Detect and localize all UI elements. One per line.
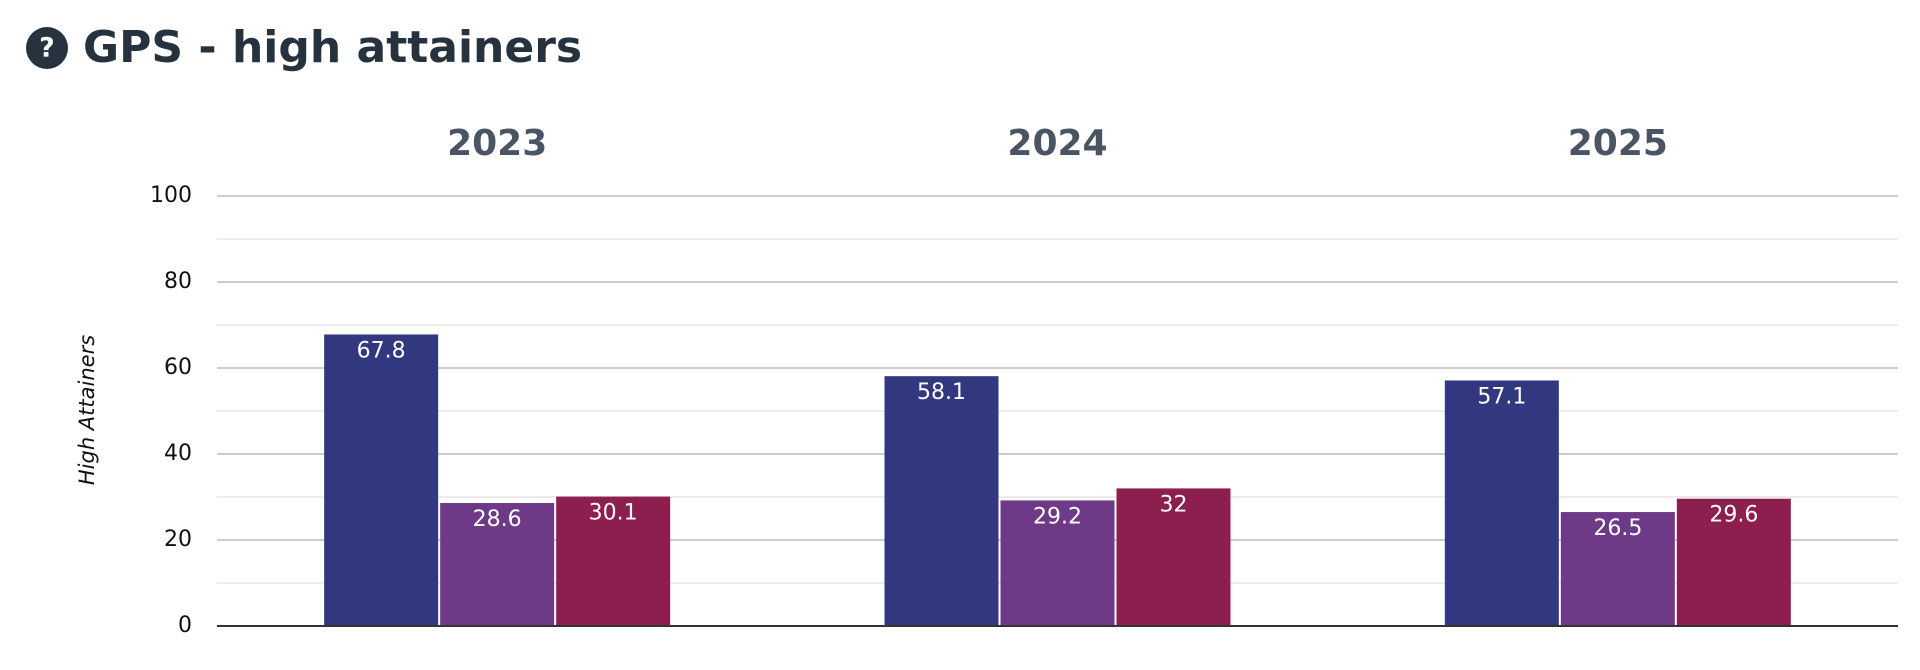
bar <box>1444 380 1559 626</box>
value-label: 28.6 <box>473 507 522 532</box>
x-category-label: 2025 <box>1568 123 1668 164</box>
x-category-label: 2024 <box>1007 123 1107 164</box>
bar <box>1116 488 1231 626</box>
value-label: 29.6 <box>1709 503 1758 528</box>
y-tick-label: 20 <box>164 527 192 552</box>
bar <box>1676 498 1791 626</box>
value-label: 57.1 <box>1477 384 1526 409</box>
bar <box>1560 512 1675 626</box>
bar <box>884 376 999 626</box>
bar <box>440 503 555 626</box>
help-icon[interactable]: ? <box>26 27 68 69</box>
value-label: 58.1 <box>917 380 966 405</box>
help-circle[interactable] <box>26 27 68 69</box>
help-glyph[interactable]: ? <box>39 33 55 64</box>
value-label: 32 <box>1160 492 1188 517</box>
x-category-label: 2023 <box>447 123 547 164</box>
y-tick-label: 40 <box>164 441 192 466</box>
value-label: 26.5 <box>1593 516 1642 541</box>
bar <box>556 496 671 626</box>
value-label: 67.8 <box>357 338 406 363</box>
y-tick-label: 80 <box>164 269 192 294</box>
value-label: 29.2 <box>1033 504 1082 529</box>
y-tick-label: 60 <box>164 355 192 380</box>
bar <box>324 334 439 626</box>
y-tick-label: 100 <box>150 183 192 208</box>
chart-title: GPS - high attainers <box>83 22 582 73</box>
y-axis-title: High Attainers <box>75 335 99 485</box>
value-label: 30.1 <box>589 501 638 526</box>
y-tick-label: 0 <box>178 613 192 638</box>
bar <box>1000 500 1115 626</box>
